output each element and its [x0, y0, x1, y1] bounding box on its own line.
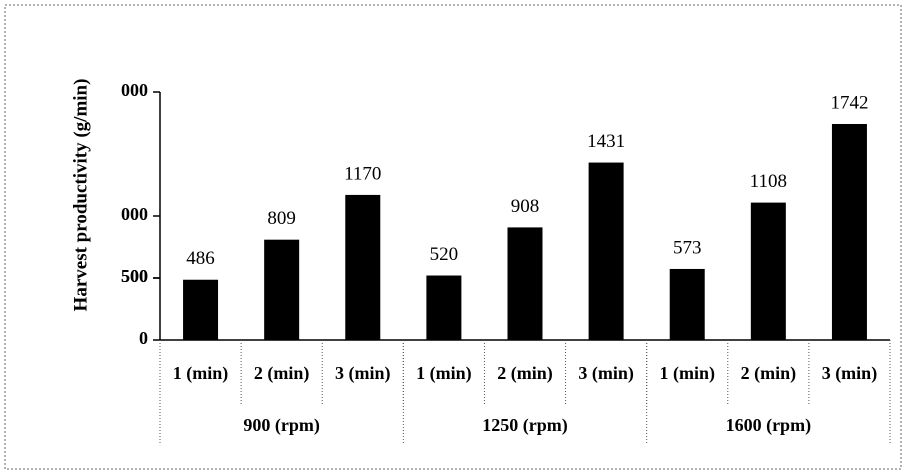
bar	[426, 275, 462, 340]
y-tick-label: 000	[121, 80, 148, 100]
bar	[264, 239, 300, 340]
x-tick-label: 3 (min)	[335, 363, 391, 384]
data-label: 1108	[750, 171, 787, 192]
bar	[750, 202, 786, 340]
data-label: 486	[186, 248, 215, 269]
data-label: 573	[673, 237, 702, 258]
bar	[588, 162, 624, 340]
x-tick-label: 1 (min)	[173, 363, 229, 384]
group-label: 900 (rpm)	[243, 415, 319, 436]
group-label: 1250 (rpm)	[482, 415, 567, 436]
x-tick-label: 2 (min)	[254, 363, 310, 384]
data-label: 809	[267, 208, 296, 229]
data-label: 1170	[344, 163, 381, 184]
bar	[669, 268, 705, 340]
y-axis-title: Harvest productivity (g/min)	[70, 79, 91, 312]
x-tick-label: 3 (min)	[578, 363, 634, 384]
bar	[507, 227, 543, 340]
bar	[831, 123, 867, 340]
y-tick-label: 500	[121, 266, 148, 286]
x-tick-label: 2 (min)	[741, 363, 797, 384]
data-label: 1742	[830, 92, 868, 113]
x-tick-label: 1 (min)	[416, 363, 472, 384]
y-tick-label: 500	[121, 266, 148, 286]
x-tick-label: 1 (min)	[659, 363, 715, 384]
y-tick-label: 000	[121, 204, 148, 224]
group-label: 1600 (rpm)	[726, 415, 811, 436]
data-label: 908	[511, 196, 540, 217]
bar	[183, 279, 219, 340]
data-label: 520	[430, 244, 459, 265]
frame	[4, 4, 902, 470]
data-label: 1431	[587, 131, 625, 152]
y-tick-label: 0	[139, 328, 148, 348]
bar	[345, 194, 381, 340]
x-tick-label: 3 (min)	[822, 363, 878, 384]
x-tick-label: 2 (min)	[497, 363, 553, 384]
